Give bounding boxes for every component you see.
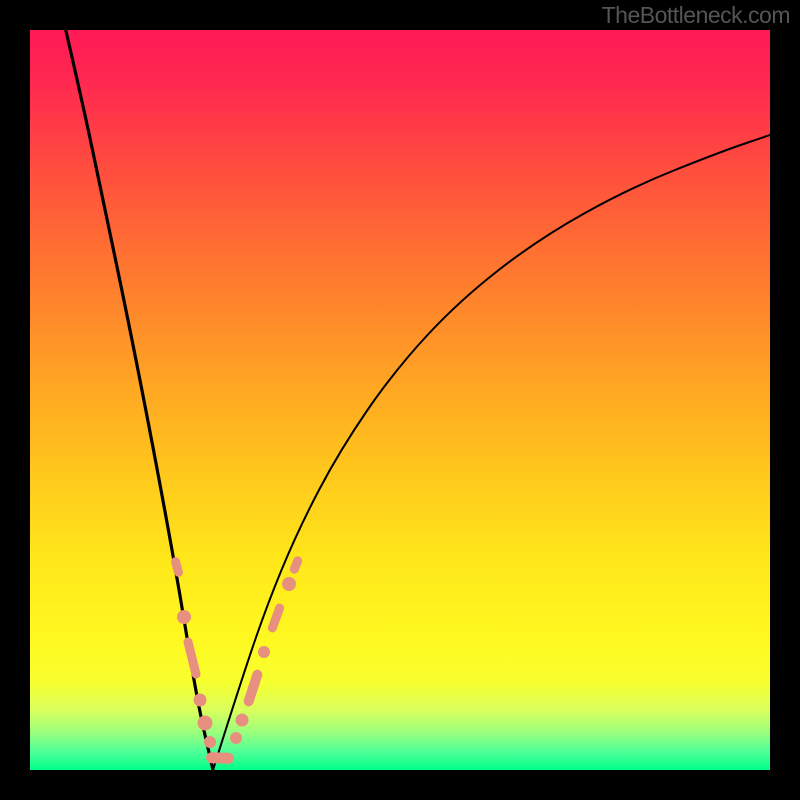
marker-10	[258, 646, 270, 658]
watermark-text: TheBottleneck.com	[602, 2, 790, 29]
marker-3	[194, 694, 207, 707]
marker-6	[206, 752, 234, 764]
marker-4	[198, 716, 213, 731]
chart-container: TheBottleneck.com	[0, 0, 800, 800]
marker-12	[282, 577, 296, 591]
marker-8	[236, 714, 249, 727]
marker-7	[230, 732, 242, 744]
bottleneck-chart	[0, 0, 800, 800]
marker-1	[177, 610, 191, 624]
chart-gradient-background	[30, 30, 770, 770]
marker-5	[204, 736, 216, 748]
